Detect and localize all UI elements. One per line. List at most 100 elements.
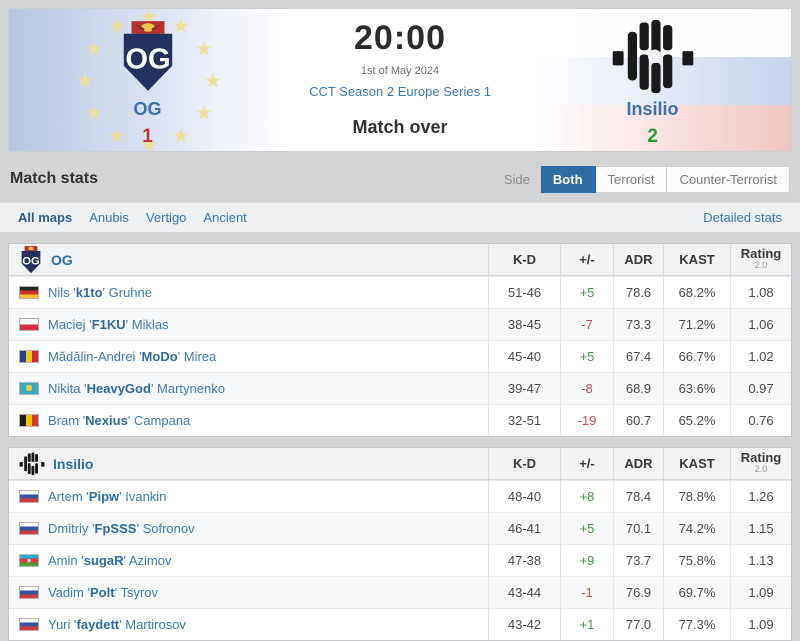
player-name[interactable]: Bram Nexius Campana (48, 413, 190, 428)
flag-icon (19, 554, 39, 567)
eu-star-icon: ★ (172, 125, 190, 148)
player-cell: Dmitriy FpSSS Sofronov (9, 513, 488, 544)
rating-cell: 0.97 (730, 373, 791, 404)
kd-cell: 45-40 (488, 341, 560, 372)
adr-cell: 77.0 (613, 609, 663, 640)
flag-icon (19, 350, 39, 363)
rating-cell: 1.09 (730, 609, 791, 640)
rating-column-header: Rating 2.0 (730, 244, 791, 275)
player-name[interactable]: Nikita HeavyGod Martynenko (48, 381, 225, 396)
map-filter-all-maps[interactable]: All maps (18, 210, 73, 225)
svg-text:OG: OG (125, 44, 170, 76)
player-cell: Maciej F1KU Miklas (9, 309, 488, 340)
player-cell: Mădălin-Andrei MoDo Mirea (9, 341, 488, 372)
eu-star-icon: ★ (76, 70, 94, 93)
eu-star-icon: ★ (108, 125, 126, 148)
rating-cell: 1.06 (730, 309, 791, 340)
insilio-logo-icon (19, 452, 45, 475)
map-filter-anubis[interactable]: Anubis (89, 210, 129, 225)
kd-cell: 47-38 (488, 545, 560, 576)
plus-minus-cell: +5 (560, 341, 613, 372)
match-info-panel: 20:00 1st of May 2024 CCT Season 2 Europ… (286, 9, 514, 151)
kd-column-header: K-D (488, 448, 560, 479)
plus-minus-cell: +5 (560, 513, 613, 544)
table-row: Bram Nexius Campana 32-51 -19 60.7 65.2%… (9, 404, 791, 436)
rating-cell: 1.13 (730, 545, 791, 576)
kd-cell: 39-47 (488, 373, 560, 404)
kast-cell: 65.2% (663, 405, 730, 436)
table-row: Vadim Polt Tsyrov 43-44 -1 76.9 69.7% 1.… (9, 576, 791, 608)
player-name[interactable]: Vadim Polt Tsyrov (48, 585, 158, 600)
adr-cell: 73.3 (613, 309, 663, 340)
player-name[interactable]: Mădălin-Andrei MoDo Mirea (48, 349, 216, 364)
adr-column-header: ADR (613, 448, 663, 479)
kd-cell: 38-45 (488, 309, 560, 340)
flag-icon (19, 382, 39, 395)
detailed-stats-link[interactable]: Detailed stats (703, 210, 782, 225)
side-label: Side (503, 171, 530, 187)
table-row: Nils k1to Gruhne 51-46 +5 78.6 68.2% 1.0… (9, 276, 791, 308)
side-button-counter-terrorist[interactable]: Counter-Terrorist (667, 165, 790, 193)
table-team-name[interactable]: OG (51, 251, 73, 268)
team-header-cell: OG OG (9, 244, 488, 275)
player-name[interactable]: Artem Pipw Ivankin (48, 489, 166, 504)
team1-name[interactable]: OG (133, 99, 162, 119)
kd-column-header: K-D (488, 244, 560, 275)
kd-cell: 51-46 (488, 277, 560, 308)
map-filter-vertigo[interactable]: Vertigo (145, 210, 187, 225)
player-cell: Vadim Polt Tsyrov (9, 577, 488, 608)
player-name[interactable]: Nils k1to Gruhne (48, 285, 152, 300)
match-date: 1st of May 2024 (360, 65, 440, 77)
player-name[interactable]: Yuri faydett Martirosov (48, 617, 186, 632)
flag-icon (19, 318, 39, 331)
player-name[interactable]: Maciej F1KU Miklas (48, 317, 169, 332)
kast-cell: 78.8% (663, 481, 730, 512)
table-row: Dmitriy FpSSS Sofronov 46-41 +5 70.1 74.… (9, 512, 791, 544)
kd-cell: 32-51 (488, 405, 560, 436)
event-link[interactable]: CCT Season 2 Europe Series 1 (309, 84, 491, 99)
eu-star-icon: ★ (140, 134, 158, 152)
rating-label: Rating (740, 246, 782, 261)
adr-cell: 70.1 (613, 513, 663, 544)
table-row: Nikita HeavyGod Martynenko 39-47 -8 68.9… (9, 372, 791, 404)
plus-minus-cell: +5 (560, 277, 613, 308)
kast-cell: 63.6% (663, 373, 730, 404)
kast-cell: 77.3% (663, 609, 730, 640)
kast-cell: 71.2% (663, 309, 730, 340)
table-row: Artem Pipw Ivankin 48-40 +8 78.4 78.8% 1… (9, 480, 791, 512)
side-button-both[interactable]: Both (539, 165, 596, 193)
team2-name[interactable]: Insilio (626, 99, 679, 119)
map-filter-ancient[interactable]: Ancient (203, 210, 247, 225)
player-name[interactable]: Amin sugaR Azimov (48, 553, 171, 568)
table-header-row: OG OG K-D +/- ADR KAST Rating 2.0 (9, 244, 791, 276)
kast-cell: 75.8% (663, 545, 730, 576)
side-button-terrorist[interactable]: Terrorist (595, 165, 668, 193)
match-status: Match over (352, 117, 448, 137)
kast-cell: 74.2% (663, 513, 730, 544)
plus-minus-cell: -19 (560, 405, 613, 436)
team2-stats-table: Insilio K-D +/- ADR KAST Rating 2.0 Arte… (8, 447, 792, 641)
team1-logo-box: OG (117, 15, 179, 99)
og-logo-icon: OG (123, 21, 172, 91)
kast-column-header: KAST (663, 244, 730, 275)
plus-minus-column-header: +/- (560, 244, 613, 275)
kast-cell: 66.7% (663, 341, 730, 372)
og-logo-icon: OG (21, 245, 41, 273)
table-row: Yuri faydett Martirosov 43-42 +1 77.0 77… (9, 608, 791, 640)
match-time: 20:00 (354, 19, 446, 57)
svg-text:OG: OG (22, 255, 40, 267)
player-cell: Amin sugaR Azimov (9, 545, 488, 576)
kd-cell: 43-44 (488, 577, 560, 608)
kast-column-header: KAST (663, 448, 730, 479)
eu-star-icon: ★ (85, 38, 103, 61)
rating-cell: 1.09 (730, 577, 791, 608)
eu-star-icon: ★ (172, 15, 190, 38)
flag-icon (19, 414, 39, 427)
table-team-name[interactable]: Insilio (53, 455, 94, 472)
match-stats-header: Match stats Side Both Terrorist Counter-… (10, 164, 790, 194)
player-name[interactable]: Dmitriy FpSSS Sofronov (48, 521, 195, 536)
map-filter-bar: All maps Anubis Vertigo Ancient Detailed… (0, 202, 800, 233)
adr-cell: 78.4 (613, 481, 663, 512)
team1-stats-table: OG OG K-D +/- ADR KAST Rating 2.0 Nils k… (8, 243, 792, 437)
flag-icon (19, 490, 39, 503)
